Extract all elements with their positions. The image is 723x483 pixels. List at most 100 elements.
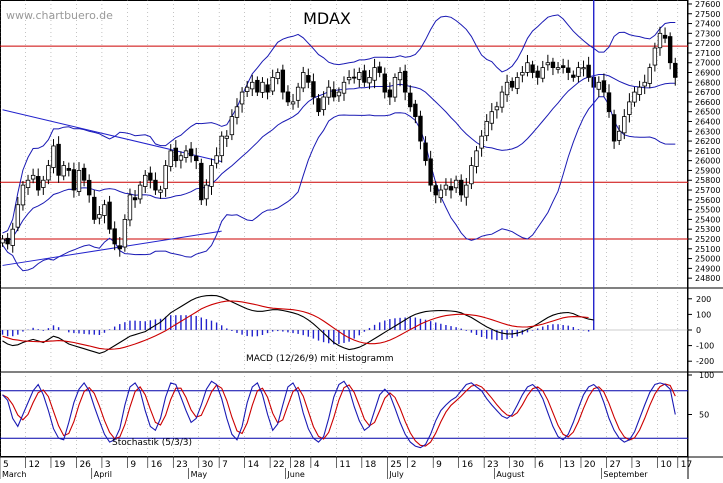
price-candle: [199, 158, 204, 206]
price-candle: [494, 101, 500, 119]
price-candle: [346, 70, 352, 85]
price-candle: [153, 172, 158, 195]
price-candle: [413, 99, 418, 124]
price-candle: [438, 184, 444, 203]
candle-body: [168, 150, 173, 167]
x-axis-month-label: July: [388, 470, 404, 479]
price-candle: [234, 98, 240, 125]
price-candle: [550, 57, 556, 76]
price-candle: [214, 147, 219, 169]
candle-body: [341, 81, 347, 94]
price-candle: [515, 72, 520, 95]
price-candle: [168, 144, 173, 172]
candle-body: [275, 72, 280, 79]
price-candle: [392, 73, 398, 102]
price-candle: [56, 136, 61, 183]
candle-body: [219, 135, 224, 157]
price-candle: [173, 140, 179, 168]
candle-body: [408, 92, 413, 108]
price-tick-label: 26600: [695, 98, 720, 107]
candle-body: [20, 184, 26, 206]
price-candle: [540, 60, 545, 83]
price-tick-label: 25100: [695, 245, 720, 254]
price-candle: [611, 109, 617, 149]
price-candle: [148, 166, 153, 189]
candle-body: [397, 72, 403, 81]
macd-tick-label: 200: [696, 295, 711, 304]
candle-body: [413, 103, 418, 117]
candle-body: [229, 116, 235, 136]
price-candle: [316, 94, 321, 116]
price-candle: [224, 130, 229, 147]
candle-body: [459, 179, 464, 196]
candle-body: [647, 67, 652, 84]
x-axis-day-label: 3: [635, 460, 641, 470]
price-candle: [0, 235, 5, 247]
candle-body: [657, 32, 663, 49]
price-candle: [632, 87, 637, 107]
candle-body: [102, 204, 107, 216]
price-candle: [667, 32, 673, 70]
price-candle: [571, 70, 576, 82]
candle-body: [632, 91, 637, 103]
price-candle: [250, 74, 255, 97]
candle-body: [66, 167, 71, 171]
price-tick-label: 25000: [695, 255, 720, 264]
stochastic-tick-label: 100: [699, 371, 714, 380]
price-candle: [183, 145, 189, 163]
candle-body: [244, 86, 250, 92]
macd-tick-label: 100: [696, 310, 711, 319]
candle-body: [479, 135, 484, 149]
x-axis-day-label: 13: [564, 460, 575, 470]
price-candle: [555, 62, 561, 74]
price-candle: [581, 60, 586, 77]
price-candle: [601, 73, 607, 97]
price-candle: [474, 146, 479, 174]
price-candle: [509, 77, 515, 92]
price-tick-label: 27400: [695, 20, 720, 29]
price-candle: [576, 61, 581, 83]
stochastic-label: Stochastik (5/3/3): [112, 438, 192, 448]
candle-body: [285, 91, 291, 103]
x-axis-day-label: 28: [293, 460, 305, 470]
candle-body: [617, 130, 622, 141]
price-tick-label: 25900: [695, 166, 720, 175]
x-axis-day-label: 11: [339, 460, 350, 470]
price-candle: [311, 73, 316, 105]
price-candle: [637, 80, 642, 101]
candle-body: [153, 179, 158, 191]
macd-label: MACD (12/26/9) mit Histogramm: [246, 354, 394, 364]
candle-body: [392, 77, 398, 98]
watermark-text: www.chartbuero.de: [6, 9, 113, 22]
price-candle: [351, 68, 357, 84]
price-candle: [387, 82, 393, 106]
candle-body: [97, 214, 102, 219]
candle-body: [132, 197, 138, 201]
candle-body: [387, 89, 393, 98]
candle-body: [622, 116, 627, 134]
price-candle: [41, 175, 46, 195]
candle-body: [418, 115, 423, 142]
candle-body: [606, 92, 612, 113]
candle-body: [112, 228, 117, 245]
candle-body: [148, 172, 153, 181]
candle-body: [571, 74, 576, 78]
price-tick-label: 25200: [695, 235, 720, 244]
macd-signal-line: [2, 300, 589, 350]
price-tick-label: 27200: [695, 39, 720, 48]
price-candle: [117, 237, 122, 257]
price-candle: [428, 150, 433, 192]
candle-body: [260, 81, 265, 93]
price-candle: [423, 136, 428, 166]
price-candle: [499, 85, 505, 113]
x-axis-day-label: 30: [202, 460, 214, 470]
candle-body: [280, 69, 286, 93]
price-candle: [504, 74, 510, 102]
price-candle: [622, 109, 627, 140]
x-axis-day-label: 23: [176, 460, 187, 470]
x-axis-month-label: May: [191, 470, 208, 479]
candle-body: [448, 186, 454, 191]
macd-tick-label: -200: [696, 357, 714, 366]
x-axis-day-label: 9: [436, 460, 442, 470]
